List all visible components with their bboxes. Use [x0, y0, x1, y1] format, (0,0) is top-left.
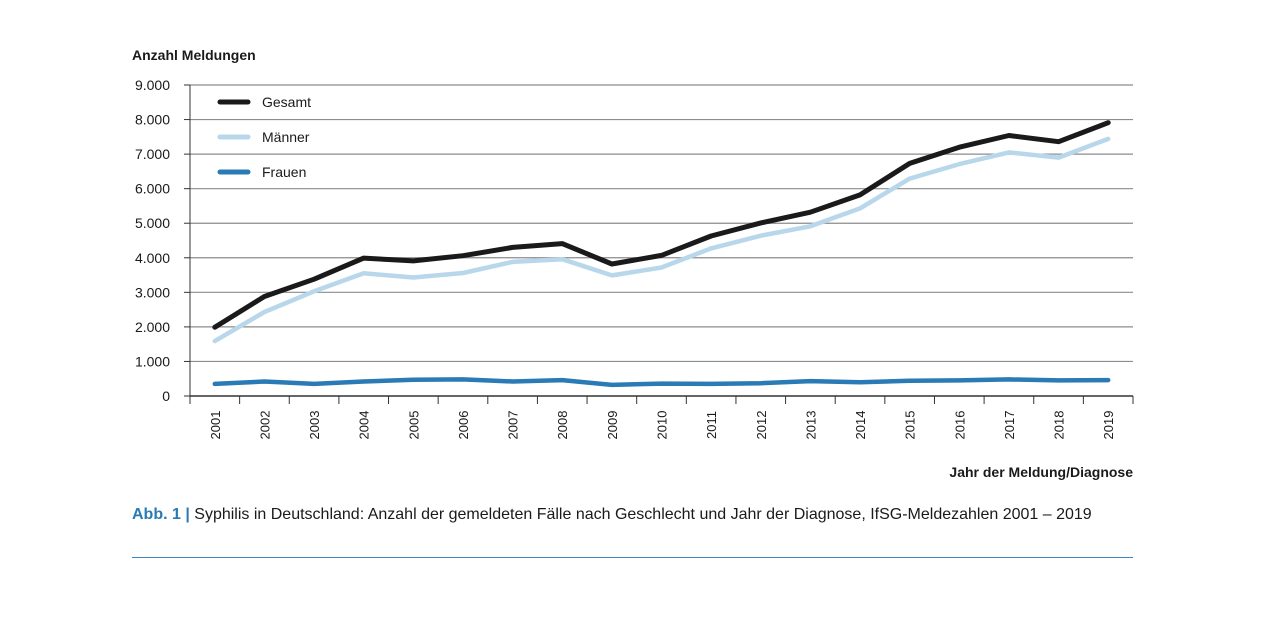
- x-tick-label: 2012: [754, 411, 769, 440]
- y-tick-label: 4.000: [135, 250, 170, 266]
- legend-label: Gesamt: [262, 94, 311, 110]
- series-line-frauen: [212, 377, 1111, 388]
- legend-label: Frauen: [262, 164, 306, 180]
- x-tick-label: 2016: [952, 411, 967, 440]
- x-tick-label: 2019: [1101, 411, 1116, 440]
- y-tick-label: 2.000: [135, 319, 170, 335]
- y-tick-label: 1.000: [135, 353, 170, 369]
- caption-text: Syphilis in Deutschland: Anzahl der geme…: [194, 506, 1092, 523]
- series-line-maenner: [212, 136, 1111, 344]
- x-tick-label: 2002: [257, 411, 272, 440]
- x-tick-label: 2004: [357, 411, 372, 440]
- series-lines: [212, 120, 1111, 388]
- y-tick-label: 7.000: [135, 146, 170, 162]
- x-tick-label: 2010: [655, 411, 670, 440]
- figure-caption: Abb. 1 | Syphilis in Deutschland: Anzahl…: [132, 502, 1132, 527]
- x-axis-ticks: 2001 2002 2003 2004 2005 2006 2007 2008 2009 2010…: [189, 396, 1134, 440]
- legend-label: Männer: [262, 129, 310, 145]
- legend: Gesamt Männer Frauen: [217, 94, 311, 180]
- x-tick-label: 2005: [406, 411, 421, 440]
- caption-prefix: Abb. 1 |: [132, 506, 190, 523]
- x-tick-label: 2008: [555, 411, 570, 440]
- y-tick-label: 9.000: [135, 77, 170, 93]
- x-tick-label: 2001: [208, 411, 223, 440]
- x-tick-label: 2014: [853, 411, 868, 440]
- x-tick-label: 2013: [803, 411, 818, 440]
- x-tick-label: 2009: [605, 411, 620, 440]
- y-tick-label: 8.000: [135, 112, 170, 128]
- x-tick-label: 2011: [704, 411, 719, 439]
- x-tick-label: 2006: [456, 411, 471, 440]
- y-tick-label: 0: [162, 388, 170, 404]
- x-tick-label: 2017: [1002, 411, 1017, 440]
- caption-divider: [132, 557, 1133, 558]
- x-axis-title: Jahr der Meldung/Diagnose: [949, 464, 1133, 480]
- x-tick-label: 2007: [506, 411, 521, 440]
- x-tick-label: 2015: [903, 411, 918, 440]
- series-line-gesamt: [212, 120, 1111, 330]
- y-axis-title: Anzahl Meldungen: [132, 47, 256, 63]
- x-tick-label: 2018: [1052, 411, 1067, 440]
- gridlines: [184, 84, 1133, 397]
- y-tick-label: 5.000: [135, 215, 170, 231]
- x-tick-label: 2003: [307, 411, 322, 440]
- y-tick-label: 6.000: [135, 181, 170, 197]
- line-chart: Anzahl Meldungen 0 1.000 2.000 3.000 4.000 5.…: [132, 47, 1134, 480]
- y-axis-ticks: 0 1.000 2.000 3.000 4.000 5.000 6.000 7.000 8.00…: [135, 77, 170, 404]
- y-tick-label: 3.000: [135, 284, 170, 300]
